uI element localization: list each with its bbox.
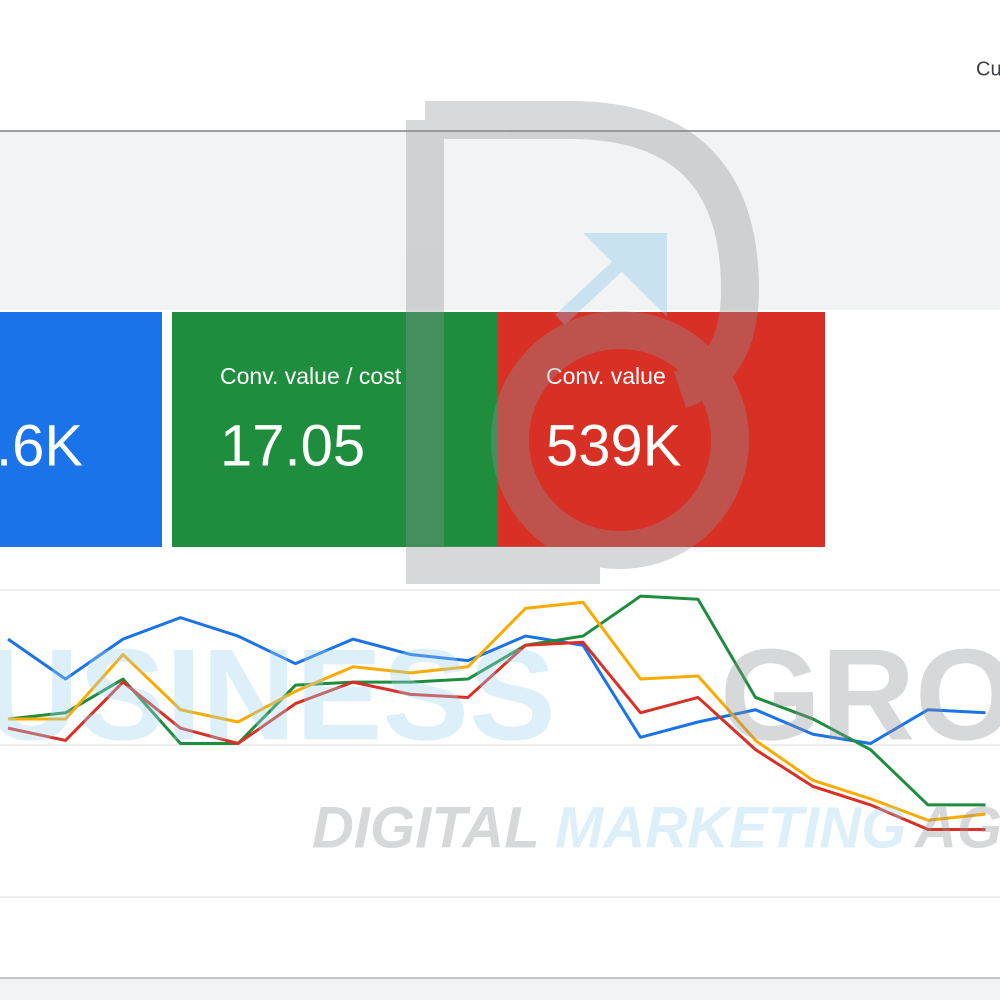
toolbar-band xyxy=(0,130,1000,310)
metric-label: Conv. value / cost xyxy=(220,363,402,389)
series-line xyxy=(7,616,986,745)
watermark-text: AG xyxy=(913,795,1000,860)
metric-cards: .6K Conv. value / cost 17.05 Conv. value 539… xyxy=(0,312,825,547)
watermark-arrow xyxy=(555,233,667,326)
metric-card xyxy=(0,312,162,547)
metric-value: .6K xyxy=(0,413,83,478)
metric-value: 17.05 xyxy=(220,413,365,478)
watermark-text: GRO xyxy=(720,621,1000,767)
watermark-text: USINESS xyxy=(0,621,556,767)
series-line xyxy=(8,600,986,822)
series-line xyxy=(7,640,986,831)
metric-label: Conv. value xyxy=(546,363,666,389)
watermark-text: MARKETING xyxy=(555,795,906,860)
header-button[interactable]: Cu xyxy=(976,58,1000,80)
metric-card xyxy=(498,312,825,547)
watermark-text: DIGITAL xyxy=(312,795,540,860)
footer-band xyxy=(0,978,1000,1000)
watermark-logo xyxy=(491,311,749,569)
chart-lines xyxy=(7,594,986,831)
header-bar xyxy=(0,0,1000,130)
metric-card xyxy=(172,312,498,547)
series-line xyxy=(7,594,986,807)
watermark-logo xyxy=(406,101,760,584)
metric-value: 539K xyxy=(546,413,682,478)
watermark: USINESS GRO DIGITAL MARKETING AG xyxy=(0,101,1000,860)
